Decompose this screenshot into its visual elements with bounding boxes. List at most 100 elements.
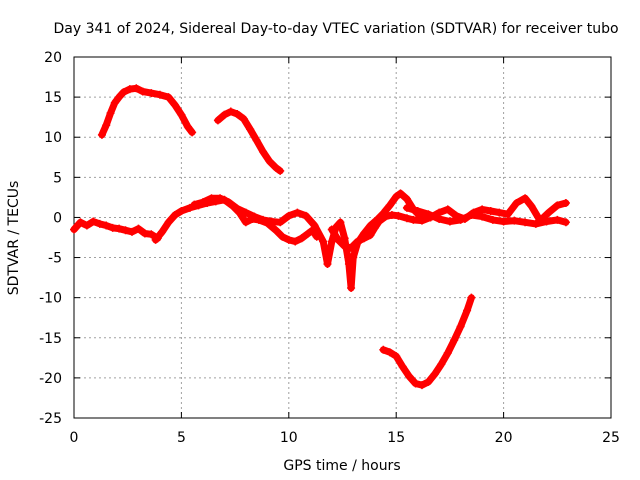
data-point xyxy=(553,201,562,210)
data-point xyxy=(177,110,186,119)
series-line xyxy=(403,204,570,228)
x-tick-label: 15 xyxy=(387,430,405,446)
data-point xyxy=(276,166,285,175)
data-point xyxy=(108,223,117,232)
data-point xyxy=(411,379,420,388)
data-point xyxy=(443,349,452,358)
data-point xyxy=(132,84,141,93)
data-point xyxy=(353,237,362,246)
data-point xyxy=(284,211,293,220)
data-point xyxy=(359,234,368,243)
data-point xyxy=(417,216,426,225)
x-axis-label: GPS time / hours xyxy=(283,458,400,474)
data-point xyxy=(198,198,207,207)
data-point xyxy=(387,211,396,220)
data-point xyxy=(450,336,459,345)
data-point xyxy=(478,212,487,221)
data-point xyxy=(102,221,111,230)
data-point xyxy=(463,306,472,315)
data-point xyxy=(291,237,300,246)
grid-layer xyxy=(74,57,611,418)
data-point xyxy=(115,93,124,102)
data-point xyxy=(405,372,414,381)
y-tick-label: -10 xyxy=(39,291,62,307)
data-point xyxy=(488,215,497,224)
data-point xyxy=(246,125,255,134)
data-point xyxy=(304,229,313,238)
chart-title: Day 341 of 2024, Sidereal Day-to-day VTE… xyxy=(53,21,618,37)
data-point xyxy=(327,237,336,246)
tick-layer: 0 5 10 15 20 25 -25 -20 -15 -10 -5 0 5 10 15 20 xyxy=(39,50,620,446)
data-point xyxy=(561,218,570,227)
data-point xyxy=(437,360,446,369)
data-point xyxy=(276,218,285,227)
y-tick-label: -20 xyxy=(39,371,62,387)
x-tick-label: 20 xyxy=(495,430,513,446)
data-point xyxy=(164,93,173,102)
data-point xyxy=(76,218,85,227)
x-tick-label: 0 xyxy=(70,430,79,446)
series-line xyxy=(98,84,196,139)
data-point xyxy=(89,217,98,226)
data-point xyxy=(409,215,418,224)
data-point xyxy=(170,211,179,220)
series-arc-1 xyxy=(70,217,162,243)
data-point xyxy=(385,348,394,357)
data-point xyxy=(340,234,349,243)
data-point xyxy=(106,109,115,118)
data-point xyxy=(147,89,156,98)
data-point xyxy=(259,147,268,156)
data-point xyxy=(402,194,411,203)
data-point xyxy=(394,211,403,220)
data-point xyxy=(164,218,173,227)
data-point xyxy=(561,199,570,208)
plot-frame xyxy=(73,56,612,419)
data-point xyxy=(319,237,328,246)
series-line xyxy=(190,189,424,292)
x-tick-label: 10 xyxy=(280,430,298,446)
data-point xyxy=(224,198,233,207)
data-point xyxy=(271,163,280,172)
data-point xyxy=(267,217,276,226)
data-point xyxy=(396,189,405,198)
data-point xyxy=(430,369,439,378)
data-point xyxy=(349,253,358,262)
data-point xyxy=(226,107,235,116)
data-point xyxy=(97,130,106,139)
data-point xyxy=(119,88,128,97)
data-point xyxy=(284,235,293,244)
data-point xyxy=(344,259,353,268)
data-point xyxy=(190,200,199,209)
data-point xyxy=(233,109,242,118)
data-point xyxy=(301,211,310,220)
data-point xyxy=(413,207,422,216)
data-point xyxy=(503,210,512,219)
data-point xyxy=(82,221,91,230)
series-arc-7 xyxy=(402,203,570,228)
data-point xyxy=(495,208,504,217)
data-point xyxy=(151,235,160,244)
data-point xyxy=(499,217,508,226)
data-point xyxy=(177,207,186,216)
data-point xyxy=(424,377,433,386)
data-point xyxy=(542,217,551,226)
x-tick-label: 25 xyxy=(602,430,620,446)
data-point xyxy=(110,98,119,107)
data-point xyxy=(155,90,164,99)
x-tick-label: 5 xyxy=(177,430,186,446)
data-point xyxy=(134,224,143,233)
data-point xyxy=(398,362,407,371)
data-point xyxy=(115,224,124,233)
data-point xyxy=(424,210,433,219)
series-arc-3 xyxy=(213,107,285,175)
data-point xyxy=(310,221,319,230)
data-point xyxy=(102,121,111,130)
data-point xyxy=(521,218,530,227)
y-tick-label: 5 xyxy=(53,170,62,186)
data-point xyxy=(121,226,130,235)
data-point xyxy=(213,116,222,125)
y-tick-label: 10 xyxy=(44,130,62,146)
data-point xyxy=(70,225,78,234)
data-point xyxy=(323,259,332,268)
